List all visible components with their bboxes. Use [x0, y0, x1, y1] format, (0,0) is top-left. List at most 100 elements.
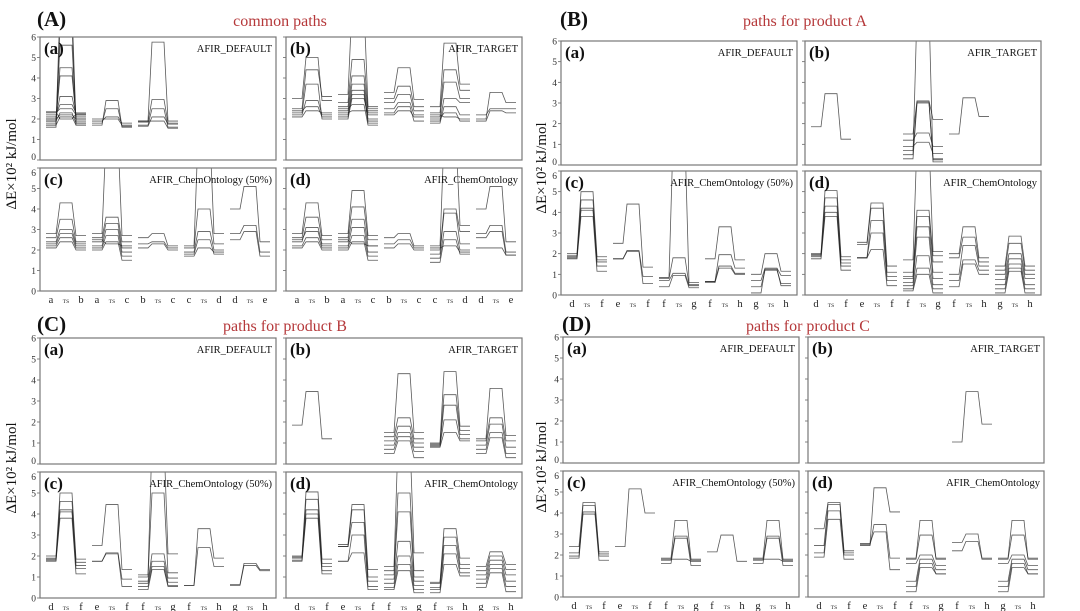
energy-profile-line	[138, 472, 178, 576]
panel-b: (b) AFIR_TARGET	[802, 40, 1042, 166]
energy-profile-line	[903, 236, 943, 283]
y-tick-label: 3	[552, 100, 557, 110]
energy-profile-line	[430, 419, 470, 447]
energy-profile-line	[338, 227, 378, 253]
x-tick-label: c	[371, 295, 376, 306]
x-tick-ts-label: TS	[247, 606, 253, 611]
energy-profile-line	[430, 168, 470, 247]
panel-label: (c)	[565, 173, 584, 192]
panel-c: 0 1 2 3 4 5 6 (c) AFIR_ChemOntology (50%) d TS f e TS…	[552, 170, 798, 310]
y-tick-label: 1	[31, 574, 36, 584]
energy-profile-line	[751, 253, 791, 275]
energy-profile-line	[92, 553, 132, 587]
x-tick-ts-label: TS	[155, 606, 161, 611]
energy-profile-line	[430, 404, 470, 446]
energy-profile-line	[430, 564, 470, 594]
x-tick-label: a	[95, 295, 100, 306]
x-tick-label: e	[509, 295, 514, 306]
energy-profile-line	[184, 247, 224, 257]
energy-profile-line	[184, 528, 224, 586]
energy-profile-line	[995, 267, 1035, 290]
energy-profile-line	[338, 104, 378, 126]
energy-profile-line	[995, 258, 1035, 280]
energy-profile-line	[476, 225, 516, 253]
energy-profile-line	[384, 85, 424, 108]
x-tick-label: f	[600, 299, 604, 310]
y-tick-label: 4	[554, 510, 559, 520]
energy-profile-line	[292, 83, 332, 120]
x-tick-ts-label: TS	[493, 606, 499, 611]
energy-profile-line	[46, 511, 86, 569]
energy-profile-line	[92, 229, 132, 253]
x-tick-label: d	[569, 299, 575, 310]
energy-profile-line	[751, 267, 791, 281]
x-tick-label: f	[662, 299, 666, 310]
energy-profile-line	[384, 564, 424, 590]
panel-frame	[39, 471, 277, 599]
panel-label: (a)	[565, 43, 585, 62]
method-label: AFIR_DEFAULT	[197, 345, 273, 356]
x-tick-ts-label: TS	[493, 299, 499, 305]
x-tick-ts-label: TS	[109, 299, 115, 305]
y-tick-label: 6	[554, 334, 559, 344]
y-tick-label: 3	[31, 398, 36, 408]
y-tick-label: 5	[554, 355, 559, 365]
energy-profile-line	[230, 186, 270, 243]
y-tick-label: 2	[554, 552, 559, 562]
y-tick-label: 1	[552, 141, 557, 151]
quadrant-a: (A) common paths ΔE×10² kJ/mol 0 1 2 3 4 5 6 (a) AF…	[4, 7, 523, 306]
energy-profile-line	[476, 231, 516, 256]
energy-profile-line	[384, 472, 424, 567]
x-tick-ts-label: TS	[828, 303, 834, 309]
y-tick-label: 1	[31, 267, 36, 277]
y-tick-label: 0	[552, 292, 557, 302]
y-tick-label: 1	[554, 439, 559, 449]
energy-profile-line	[92, 552, 132, 580]
energy-profile-line	[995, 253, 1035, 275]
x-tick-label: h	[783, 299, 789, 310]
quadrant-label: (C)	[37, 312, 66, 336]
panel-a: 0 1 2 3 4 5 6 (a) AFIR_DEFAULT	[31, 335, 277, 467]
x-tick-ts-label: TS	[355, 606, 361, 611]
energy-profile-line	[903, 100, 943, 135]
energy-profile-line	[753, 535, 793, 561]
x-tick-ts-label: TS	[831, 605, 837, 611]
y-tick-label: 4	[31, 377, 36, 387]
y-tick-label: 3	[552, 230, 557, 240]
x-tick-label: e	[341, 602, 346, 611]
y-tick-label: 4	[552, 79, 557, 89]
energy-profile-line	[811, 93, 851, 140]
method-label: AFIR_ChemOntology (50%)	[149, 479, 272, 490]
energy-profile-line	[705, 267, 745, 283]
energy-profile-line	[857, 202, 897, 267]
y-tick-label: 0	[31, 288, 36, 298]
energy-profile-line	[292, 69, 332, 110]
y-tick-label: 5	[31, 356, 36, 366]
energy-profile-line	[384, 67, 424, 100]
energy-profile-line	[903, 41, 943, 163]
energy-profile-line	[949, 97, 989, 135]
energy-profile-line	[430, 231, 470, 259]
method-label: AFIR_ChemOntology (50%)	[672, 478, 795, 489]
x-tick-ts-label: TS	[447, 606, 453, 611]
energy-profile-line	[811, 216, 851, 271]
x-tick-ts-label: TS	[877, 605, 883, 611]
energy-profile-line	[476, 572, 516, 593]
energy-profile-line	[906, 563, 946, 587]
energy-profile-line	[430, 69, 470, 114]
x-tick-ts-label: TS	[722, 303, 728, 309]
energy-profile-line	[138, 120, 178, 129]
energy-profile-line	[659, 257, 699, 286]
x-tick-label: c	[187, 295, 192, 306]
energy-profile-line	[430, 394, 470, 445]
energy-profile-line	[751, 268, 791, 294]
x-tick-label: d	[232, 295, 238, 306]
profiles	[292, 168, 516, 263]
energy-profile-line	[430, 536, 470, 584]
energy-profile-line	[949, 259, 989, 281]
energy-profile-line	[338, 110, 378, 114]
x-tick-label: g	[416, 602, 422, 611]
energy-profile-line	[92, 222, 132, 249]
quadrant-d: (D) paths for product C ΔE×10² kJ/mol 0 1 2 3 4…	[534, 312, 1045, 611]
